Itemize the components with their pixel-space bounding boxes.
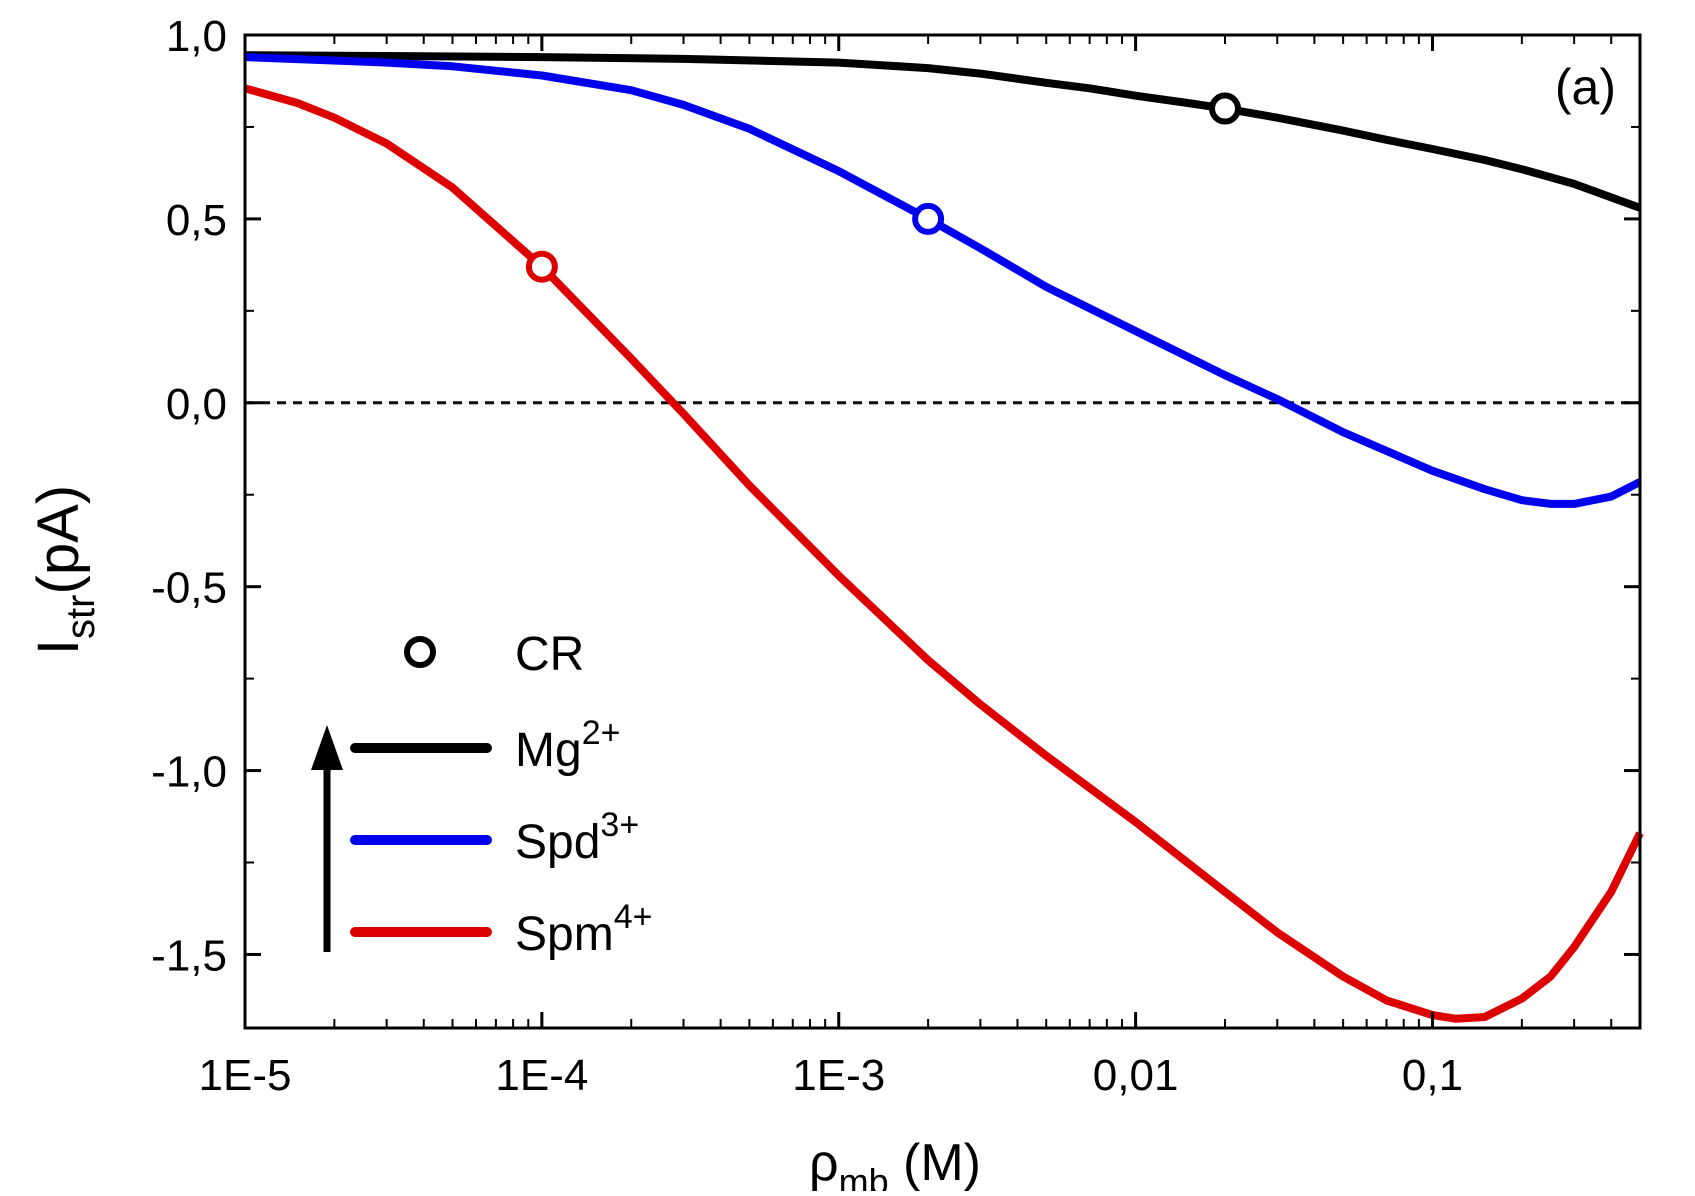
panel-label: (a) (1555, 59, 1616, 115)
y-tick-label: 0,0 (166, 380, 227, 429)
series-line-spd (244, 53, 1642, 508)
x-axis-label: ρmb (M) (809, 1134, 981, 1191)
legend-arrow-head (311, 725, 343, 770)
y-axis-label: Istr(pA) (26, 485, 103, 655)
x-tick-label: 1E-5 (199, 1051, 292, 1100)
critical-point-spd (912, 202, 945, 235)
legend-label-spd: Spd3+ (515, 806, 639, 869)
axis-ticks-layer: 1E-5 1E-4 1E-3 0,01 0,1 1,0 0,5 0,0 -0,5 -1,0 -1,5 (151, 12, 1641, 1100)
y-tick-label: -1,0 (151, 748, 227, 797)
legend-label-spd-name: Spd (515, 816, 600, 869)
y-tick-label: 0,5 (166, 196, 227, 245)
y-axis-label-subscript: str (59, 595, 103, 639)
legend-label-spm: Spm4+ (515, 898, 652, 961)
x-axis-label-subscript: mb (839, 1161, 889, 1191)
y-tick-label: -0,5 (151, 564, 227, 613)
x-tick-label: 1E-3 (792, 1051, 885, 1100)
y-axis-label-main: I (26, 639, 91, 655)
series-layer (243, 51, 1644, 1023)
y-tick-label: -1,5 (151, 931, 227, 980)
x-axis-label-main: ρ (809, 1134, 839, 1191)
x-tick-label: 0,01 (1093, 1051, 1179, 1100)
legend-label-spm-name: Spm (515, 908, 614, 961)
legend-label-spd-charge: 3+ (600, 806, 639, 844)
x-tick-label: 1E-4 (495, 1051, 588, 1100)
x-axis-label-unit: (M) (889, 1134, 981, 1191)
critical-point-layer (525, 92, 1241, 283)
legend-label-mg: Mg2+ (515, 714, 620, 777)
y-axis-label-unit: (pA) (26, 485, 91, 595)
legend: CR Mg2+ Spd3+ Spm4+ (311, 628, 652, 961)
series-line-spm (243, 84, 1644, 1023)
legend-label-mg-charge: 2+ (582, 714, 621, 752)
series-line-mg (244, 51, 1642, 212)
y-tick-label: 1,0 (166, 12, 227, 61)
legend-label-spm-charge: 4+ (614, 898, 653, 936)
legend-label-mg-name: Mg (515, 724, 582, 777)
legend-cr-marker (404, 636, 436, 668)
x-tick-label: 0,1 (1402, 1051, 1463, 1100)
critical-point-spm (525, 250, 558, 283)
legend-cr-label: CR (515, 628, 584, 681)
critical-point-mg (1208, 92, 1241, 125)
plot-frame (243, 33, 1642, 1030)
